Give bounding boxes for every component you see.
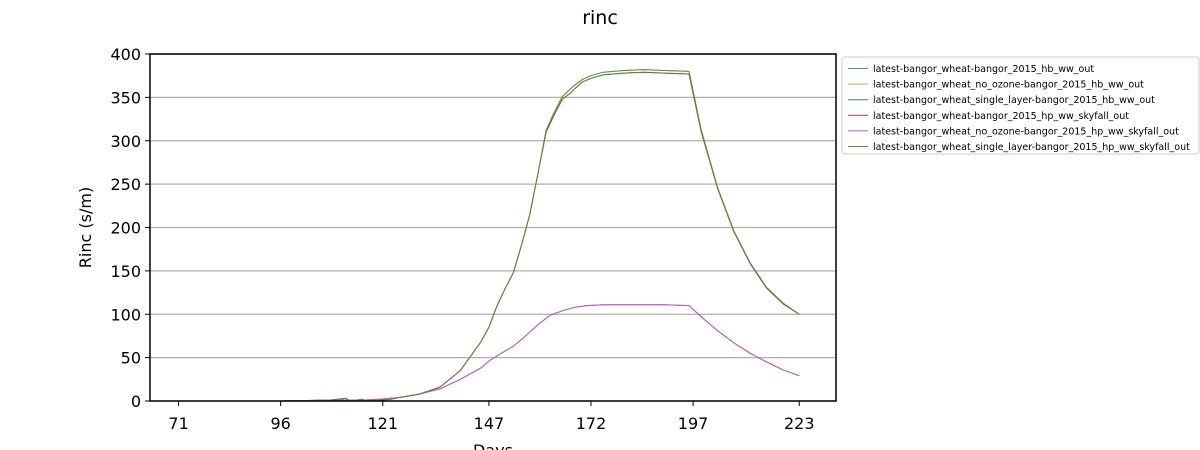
series-lines [178, 69, 800, 402]
legend-label: latest-bangor_wheat_no_ozone-bangor_2015… [873, 80, 1144, 91]
y-tick-label: 200 [110, 219, 141, 238]
series-line-2 [178, 69, 800, 402]
x-tick-label: 197 [678, 414, 709, 433]
y-tick-label: 50 [121, 349, 141, 368]
x-axis-label: Days [473, 441, 513, 450]
y-tick-label: 100 [110, 305, 141, 324]
legend-label: latest-bangor_wheat_no_ozone-bangor_2015… [873, 126, 1179, 137]
y-tick-label: 150 [110, 262, 141, 281]
y-tick-label: 250 [110, 175, 141, 194]
series-line-5 [178, 304, 800, 402]
x-tick-label: 223 [784, 414, 815, 433]
y-axis-ticks: 0 50 100 150 200 250 300 350 400 [110, 45, 150, 411]
x-axis-ticks: 71 96 121 147 172 197 223 [168, 401, 815, 433]
series-line-1 [178, 71, 800, 402]
legend-label: latest-bangor_wheat-bangor_2015_hp_ww_sk… [873, 111, 1129, 122]
x-tick-label: 147 [474, 414, 505, 433]
y-tick-label: 400 [110, 45, 141, 64]
x-tick-label: 121 [367, 414, 398, 433]
legend-label: latest-bangor_wheat-bangor_2015_hb_ww_ou… [873, 64, 1094, 75]
y-tick-label: 0 [131, 392, 141, 411]
y-axis-label: Rinc (s/m) [76, 187, 95, 268]
x-tick-label: 71 [168, 414, 188, 433]
legend-label: latest-bangor_wheat_single_layer-bangor_… [873, 142, 1190, 153]
legend-box [841, 56, 1200, 155]
series-line-6 [178, 69, 800, 402]
x-tick-label: 172 [576, 414, 607, 433]
legend: latest-bangor_wheat-bangor_2015_hb_ww_ou… [841, 56, 1200, 155]
legend-label: latest-bangor_wheat_single_layer-bangor_… [873, 95, 1155, 106]
chart-title: rinc [582, 7, 618, 29]
x-tick-label: 96 [270, 414, 290, 433]
y-tick-label: 350 [110, 88, 141, 107]
series-line-3 [178, 71, 800, 402]
y-tick-label: 300 [110, 132, 141, 151]
series-line-4 [178, 304, 800, 402]
